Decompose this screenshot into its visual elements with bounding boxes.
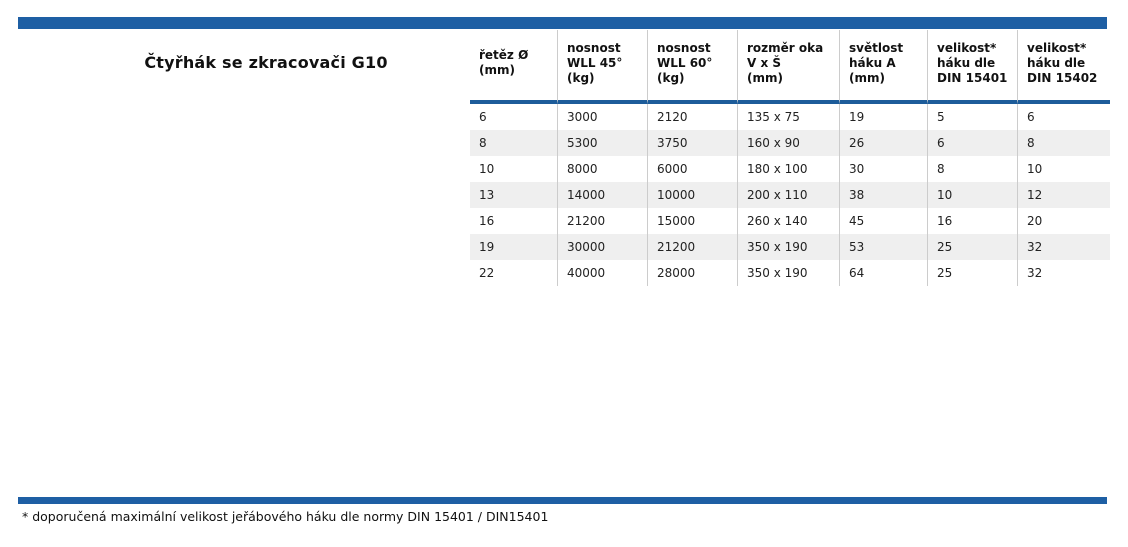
table-row: 10 8000 6000 180 x 100 30 8 10: [470, 156, 1110, 182]
table-row: 19 30000 21200 350 x 190 53 25 32: [470, 234, 1110, 260]
table-cell-hook-size-din-15401: 6: [928, 130, 1018, 156]
table-cell-wll-60: 2120: [648, 104, 738, 130]
bottom-accent-bar: [18, 497, 1107, 504]
table-cell-eye-size: 160 x 90: [738, 130, 840, 156]
table-row: 22 40000 28000 350 x 190 64 25 32: [470, 260, 1110, 286]
table-cell-hook-size-din-15402: 32: [1018, 260, 1110, 286]
table-cell-chain-diameter: 6: [470, 104, 558, 130]
table-cell-wll-45: 3000: [558, 104, 648, 130]
table-cell-hook-size-din-15401: 8: [928, 156, 1018, 182]
table-cell-hook-clearance: 26: [840, 130, 928, 156]
table-cell-hook-clearance: 19: [840, 104, 928, 130]
table-row: 16 21200 15000 260 x 140 45 16 20: [470, 208, 1110, 234]
table-cell-eye-size: 350 x 190: [738, 260, 840, 286]
column-header-chain-diameter: řetěz Ø (mm): [470, 30, 558, 104]
table-cell-hook-clearance: 45: [840, 208, 928, 234]
table-cell-hook-size-din-15402: 10: [1018, 156, 1110, 182]
table-cell-wll-60: 6000: [648, 156, 738, 182]
spec-table-body: 6 3000 2120 135 x 75 19 5 6 8 5300 3750 160 x 90 26…: [470, 104, 1110, 286]
footnote: * doporučená maximální velikost jeřábové…: [22, 509, 549, 524]
table-cell-wll-45: 8000: [558, 156, 648, 182]
table-cell-chain-diameter: 13: [470, 182, 558, 208]
table-cell-chain-diameter: 22: [470, 260, 558, 286]
header-row: řetěz Ø (mm) nosnost WLL 45° (kg) nosnost …: [470, 30, 1110, 104]
table-cell-hook-size-din-15402: 12: [1018, 182, 1110, 208]
table-cell-wll-45: 30000: [558, 234, 648, 260]
table-cell-hook-clearance: 38: [840, 182, 928, 208]
table-row: 13 14000 10000 200 x 110 38 10 12: [470, 182, 1110, 208]
column-header-wll-60: nosnost WLL 60° (kg): [648, 30, 738, 104]
table-cell-wll-45: 40000: [558, 260, 648, 286]
column-header-hook-size-din-15401: velikost* háku dle DIN 15401: [928, 30, 1018, 104]
table-cell-hook-clearance: 64: [840, 260, 928, 286]
table-cell-wll-45: 21200: [558, 208, 648, 234]
page-title: Čtyřhák se zkracovači G10: [144, 53, 388, 72]
table-cell-eye-size: 180 x 100: [738, 156, 840, 182]
table-cell-hook-size-din-15401: 25: [928, 234, 1018, 260]
table-cell-hook-size-din-15401: 25: [928, 260, 1018, 286]
column-header-eye-size: rozměr oka V x Š (mm): [738, 30, 840, 104]
column-header-hook-size-din-15402: velikost* háku dle DIN 15402: [1018, 30, 1110, 104]
table-row: 8 5300 3750 160 x 90 26 6 8: [470, 130, 1110, 156]
table-cell-hook-clearance: 53: [840, 234, 928, 260]
column-header-wll-45: nosnost WLL 45° (kg): [558, 30, 648, 104]
table-cell-wll-60: 3750: [648, 130, 738, 156]
column-header-hook-clearance: světlost háku A (mm): [840, 30, 928, 104]
table-cell-wll-60: 21200: [648, 234, 738, 260]
table-cell-hook-size-din-15401: 5: [928, 104, 1018, 130]
table-cell-hook-clearance: 30: [840, 156, 928, 182]
table-cell-hook-size-din-15402: 20: [1018, 208, 1110, 234]
table-cell-eye-size: 200 x 110: [738, 182, 840, 208]
table-cell-eye-size: 135 x 75: [738, 104, 840, 130]
table-cell-chain-diameter: 8: [470, 130, 558, 156]
table-cell-hook-size-din-15401: 10: [928, 182, 1018, 208]
spec-table-header: řetěz Ø (mm) nosnost WLL 45° (kg) nosnost …: [470, 30, 1110, 104]
table-cell-hook-size-din-15402: 6: [1018, 104, 1110, 130]
table-cell-wll-45: 5300: [558, 130, 648, 156]
table-row: 6 3000 2120 135 x 75 19 5 6: [470, 104, 1110, 130]
table-cell-wll-60: 15000: [648, 208, 738, 234]
table-cell-hook-size-din-15402: 8: [1018, 130, 1110, 156]
table-cell-wll-60: 28000: [648, 260, 738, 286]
table-cell-wll-60: 10000: [648, 182, 738, 208]
top-accent-bar: [18, 17, 1107, 29]
spec-table: řetěz Ø (mm) nosnost WLL 45° (kg) nosnost …: [470, 30, 1110, 286]
table-cell-chain-diameter: 10: [470, 156, 558, 182]
table-cell-eye-size: 260 x 140: [738, 208, 840, 234]
table-cell-chain-diameter: 19: [470, 234, 558, 260]
table-cell-hook-size-din-15402: 32: [1018, 234, 1110, 260]
table-cell-chain-diameter: 16: [470, 208, 558, 234]
table-cell-eye-size: 350 x 190: [738, 234, 840, 260]
table-cell-hook-size-din-15401: 16: [928, 208, 1018, 234]
table-cell-wll-45: 14000: [558, 182, 648, 208]
